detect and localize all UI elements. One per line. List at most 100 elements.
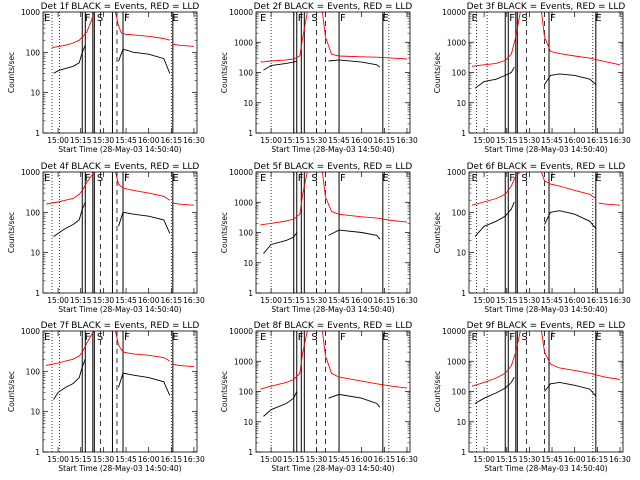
x-tick-label: 15:45 — [328, 455, 350, 464]
y-tick-label: 10000 — [229, 168, 253, 177]
event-rate-line — [118, 211, 171, 234]
event-rate-line — [263, 60, 297, 71]
detector-panel-2: Det 2f BLACK = Events, RED = LLD 1 10 100 10… — [220, 2, 418, 154]
lld-rate-line — [115, 172, 171, 201]
y-tick-label: 100 — [452, 388, 467, 397]
orbit-marker-label: S — [521, 173, 527, 184]
y-tick-label: 100 — [26, 208, 41, 217]
y-tick-label: 1000 — [447, 38, 466, 47]
plot-frame — [42, 330, 198, 453]
orbit-marker-label: F — [124, 332, 130, 343]
lld-rate-line — [260, 331, 308, 390]
x-tick-label: 16:15 — [587, 296, 609, 305]
orbit-marker-label: S — [97, 13, 103, 24]
orbit-marker-label: S — [311, 332, 317, 343]
y-tick-label: 100 — [452, 208, 467, 217]
y-tick-label: 10 — [456, 249, 466, 258]
orbit-marker-label: F — [340, 13, 346, 24]
x-axis-label: Start Time (28-May-03 14:50:40) — [484, 464, 607, 473]
y-tick-label: 10 — [30, 89, 40, 98]
event-rate-line — [118, 372, 171, 396]
orbit-marker-label: F — [550, 173, 556, 184]
x-tick-label: 16:00 — [138, 296, 160, 305]
panel-title: Det 9f BLACK = Events, RED = LLD — [467, 321, 626, 331]
y-axis-label: Counts/sec — [433, 52, 442, 93]
y-tick-label: 10 — [456, 418, 466, 427]
x-axis-label: Start Time (28-May-03 14:50:40) — [271, 464, 394, 473]
x-tick-label: 15:15 — [496, 455, 518, 464]
orbit-marker-label: E — [595, 173, 601, 184]
y-tick-label: 1000 — [447, 168, 466, 177]
y-tick-label: 1000 — [21, 8, 40, 17]
lld-rate-line — [541, 331, 621, 380]
y-tick-label: 1000 — [21, 168, 40, 177]
orbit-marker-label: S — [311, 173, 317, 184]
y-tick-label: 1000 — [21, 327, 40, 336]
y-tick-label: 10 — [30, 249, 40, 258]
y-axis-label: Counts/sec — [220, 212, 229, 253]
orbit-marker-label: F — [85, 173, 91, 184]
y-tick-label: 1 — [461, 129, 466, 138]
x-tick-label: 15:45 — [328, 296, 350, 305]
detector-panel-5: Det 5f BLACK = Events, RED = LLD 1 10 100 10… — [220, 162, 418, 314]
x-tick-label: 15:30 — [306, 136, 328, 145]
lld-rate-line — [115, 12, 170, 41]
x-axis-label: Start Time (28-May-03 14:50:40) — [58, 145, 181, 154]
x-tick-label: 15:15 — [70, 136, 92, 145]
x-tick-label: 15:15 — [283, 296, 305, 305]
lld-rate-line — [172, 363, 195, 368]
lld-rate-line — [471, 12, 521, 67]
x-axis-label: Start Time (28-May-03 14:50:40) — [58, 464, 181, 473]
x-tick-label: 15:15 — [70, 296, 92, 305]
lld-rate-line — [45, 331, 95, 366]
plot-frame — [42, 171, 198, 294]
orbit-marker-label: E — [44, 173, 50, 184]
orbit-marker-label: E — [472, 332, 478, 343]
lld-rate-line — [260, 172, 308, 226]
orbit-marker-label: E — [172, 173, 178, 184]
x-tick-label: 16:15 — [587, 136, 609, 145]
x-tick-label: 15:30 — [93, 455, 115, 464]
x-tick-label: 15:30 — [519, 136, 541, 145]
x-tick-label: 16:00 — [564, 455, 586, 464]
orbit-marker-label: E — [472, 173, 478, 184]
y-tick-label: 10 — [243, 99, 253, 108]
x-tick-label: 15:00 — [47, 455, 69, 464]
y-tick-label: 1 — [461, 289, 466, 298]
x-tick-label: 16:30 — [396, 455, 418, 464]
x-tick-label: 15:00 — [260, 296, 282, 305]
lld-rate-line — [321, 331, 408, 389]
panel-title: Det 7f BLACK = Events, RED = LLD — [41, 321, 200, 331]
orbit-marker-label: E — [172, 13, 178, 24]
x-tick-label: 15:45 — [541, 455, 563, 464]
detector-panel-6: Det 6f BLACK = Events, RED = LLD 1 10 100 10… — [433, 162, 631, 314]
plot-frame — [468, 11, 624, 134]
x-tick-label: 15:15 — [70, 455, 92, 464]
event-rate-line — [328, 229, 381, 240]
detector-panel-9: Det 9f BLACK = Events, RED = LLD 1 10 100 10… — [433, 321, 631, 473]
plot-frame — [42, 11, 198, 134]
x-tick-label: 16:30 — [609, 136, 631, 145]
y-tick-label: 1 — [248, 289, 253, 298]
event-rate-line — [328, 393, 381, 408]
detector-panel-3: Det 3f BLACK = Events, RED = LLD 1 10 100 10… — [433, 2, 631, 154]
orbit-marker-label: E — [472, 13, 478, 24]
event-rate-line — [544, 73, 597, 85]
lld-rate-line — [260, 12, 308, 63]
orbit-marker-label: E — [382, 173, 388, 184]
y-tick-label: 100 — [239, 388, 254, 397]
event-rate-line — [53, 45, 86, 74]
orbit-marker-label: F — [509, 13, 515, 24]
event-rate-line — [118, 48, 171, 74]
x-tick-label: 16:00 — [564, 136, 586, 145]
orbit-marker-label: S — [97, 332, 103, 343]
lld-rate-line — [471, 172, 521, 206]
lld-rate-line — [471, 331, 521, 387]
x-tick-label: 16:15 — [587, 455, 609, 464]
event-rate-line — [474, 376, 515, 404]
plot-frame — [255, 171, 411, 294]
x-tick-label: 15:00 — [47, 136, 69, 145]
detector-panel-8: Det 8f BLACK = Events, RED = LLD 1 10 100 10… — [220, 321, 418, 473]
plot-frame — [468, 330, 624, 453]
